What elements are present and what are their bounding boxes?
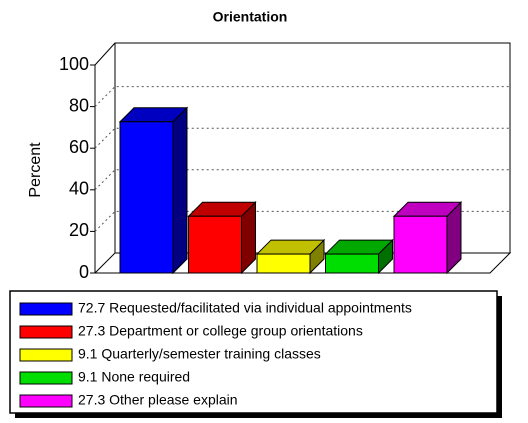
bar-front xyxy=(393,215,448,274)
y-axis-label: Percent xyxy=(27,142,44,198)
legend-label: 27.3 Department or college group orienta… xyxy=(78,323,363,339)
bar-front xyxy=(256,253,311,274)
plot-area: 0 20 40 60 80 100 xyxy=(59,42,512,282)
bar xyxy=(118,106,189,275)
y-tick-label: 80 xyxy=(69,95,89,115)
bar xyxy=(187,201,257,275)
bar-front xyxy=(119,121,174,274)
legend-label: 9.1 None required xyxy=(78,369,190,385)
bar-side xyxy=(172,106,188,275)
grid-line xyxy=(94,86,510,107)
y-tick-label: 40 xyxy=(69,179,89,199)
grid-line xyxy=(94,127,510,149)
y-tick-label: 0 xyxy=(79,262,89,282)
legend-swatch xyxy=(19,394,73,408)
legend-label: 9.1 Quarterly/semester training classes xyxy=(78,346,321,362)
grid-line xyxy=(94,210,510,232)
grid-line xyxy=(94,169,510,191)
chart-title: Orientation xyxy=(213,9,288,25)
bar-front xyxy=(325,253,379,274)
legend: 72.7 Requested/facilitated via individua… xyxy=(19,300,412,408)
bar xyxy=(255,238,326,275)
bar xyxy=(324,238,394,275)
bar-front xyxy=(188,215,242,274)
bar xyxy=(392,201,463,275)
legend-label: 27.3 Other please explain xyxy=(78,392,238,408)
legend-swatch xyxy=(19,348,73,362)
legend-swatch xyxy=(19,302,73,316)
y-tick-label: 60 xyxy=(69,137,89,157)
legend-swatch xyxy=(19,325,73,339)
legend-swatch xyxy=(19,371,73,385)
y-axis-back xyxy=(94,42,116,66)
y-tick-label: 20 xyxy=(69,220,89,240)
legend-label: 72.7 Requested/facilitated via individua… xyxy=(78,300,412,316)
y-tick-label: 100 xyxy=(59,54,89,74)
legend-box xyxy=(9,290,498,414)
